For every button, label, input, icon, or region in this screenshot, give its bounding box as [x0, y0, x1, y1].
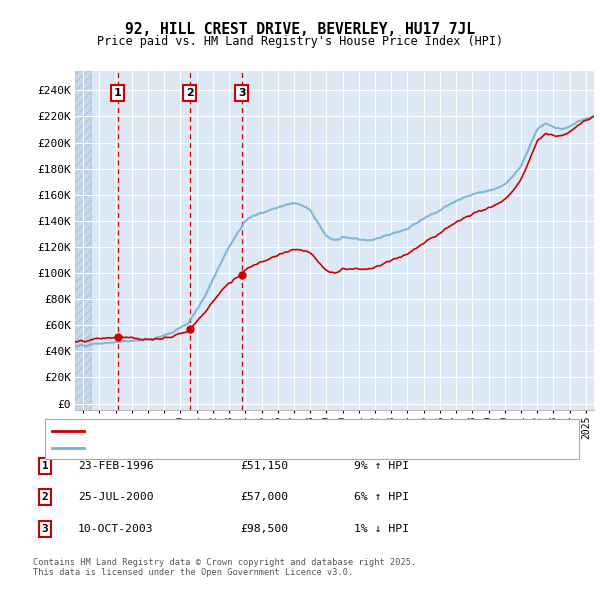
- Text: 1: 1: [41, 461, 49, 471]
- Text: Price paid vs. HM Land Registry's House Price Index (HPI): Price paid vs. HM Land Registry's House …: [97, 35, 503, 48]
- Text: £51,150: £51,150: [240, 461, 288, 471]
- Text: 2: 2: [41, 493, 49, 502]
- Text: HPI: Average price, semi-detached house, East Riding of Yorkshire: HPI: Average price, semi-detached house,…: [90, 442, 480, 453]
- Text: 92, HILL CREST DRIVE, BEVERLEY, HU17 7JL (semi-detached house): 92, HILL CREST DRIVE, BEVERLEY, HU17 7JL…: [90, 426, 462, 436]
- Text: 2: 2: [186, 88, 194, 98]
- Text: Contains HM Land Registry data © Crown copyright and database right 2025.
This d: Contains HM Land Registry data © Crown c…: [33, 558, 416, 577]
- Text: 10-OCT-2003: 10-OCT-2003: [78, 524, 154, 533]
- Text: 1: 1: [114, 88, 122, 98]
- Text: 9% ↑ HPI: 9% ↑ HPI: [354, 461, 409, 471]
- Text: 92, HILL CREST DRIVE, BEVERLEY, HU17 7JL: 92, HILL CREST DRIVE, BEVERLEY, HU17 7JL: [125, 22, 475, 37]
- Text: £98,500: £98,500: [240, 524, 288, 533]
- Text: 1% ↓ HPI: 1% ↓ HPI: [354, 524, 409, 533]
- Text: £57,000: £57,000: [240, 493, 288, 502]
- Bar: [75, 71, 91, 410]
- Text: 25-JUL-2000: 25-JUL-2000: [78, 493, 154, 502]
- Text: 23-FEB-1996: 23-FEB-1996: [78, 461, 154, 471]
- Text: 6% ↑ HPI: 6% ↑ HPI: [354, 493, 409, 502]
- Text: 3: 3: [238, 88, 245, 98]
- Text: 3: 3: [41, 524, 49, 533]
